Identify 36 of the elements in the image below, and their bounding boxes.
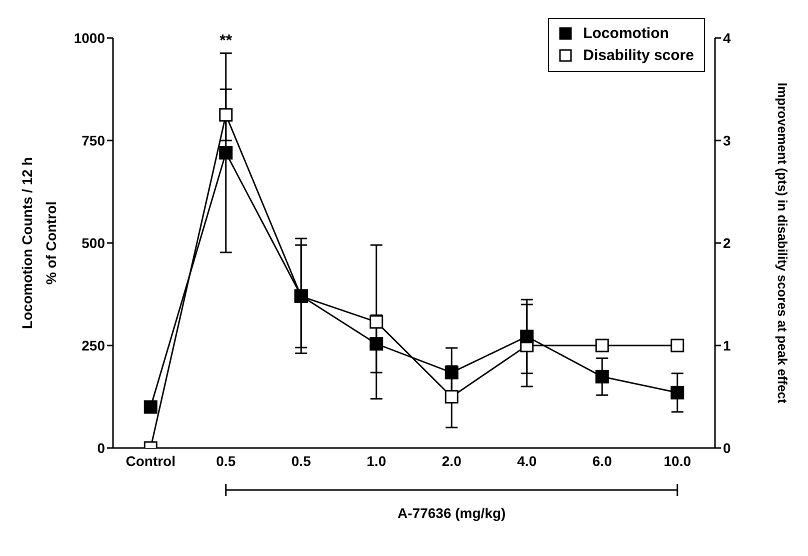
- x-axis-title: A-77636 (mg/kg): [398, 505, 506, 521]
- y-axis-title: Locomotion Counts / 12 h % of Control: [19, 157, 59, 329]
- point: [144, 400, 158, 414]
- point: [444, 366, 458, 380]
- point: [444, 390, 458, 404]
- y2-axis-title: Improvement (pts) in disability scores at peak effect: [775, 82, 790, 404]
- x-tick-label: 2.0: [442, 452, 462, 469]
- x-tick-label: 1.0: [366, 452, 386, 469]
- y-tick-label: 250: [82, 337, 106, 354]
- legend-label: Locomotion: [583, 24, 669, 44]
- point: [595, 338, 609, 352]
- point: [219, 146, 233, 160]
- point: [219, 108, 233, 122]
- annotation: **: [220, 32, 233, 50]
- point: [520, 330, 534, 344]
- x-tick-label: 0.5: [216, 452, 236, 469]
- y2-tick-label: 4: [723, 30, 731, 46]
- y-tick-label: 1000: [74, 30, 106, 46]
- x-tick-label: 6.0: [592, 452, 612, 469]
- point: [370, 315, 384, 329]
- point: [670, 386, 684, 400]
- y2-tick-label: 0: [723, 440, 731, 456]
- x-tick-label: 10.0: [664, 452, 692, 469]
- y-tick-label: 0: [97, 440, 106, 456]
- point: [370, 337, 384, 351]
- x-tick-label: 0.5: [291, 452, 312, 469]
- y2-tick-label: 1: [723, 337, 731, 354]
- x-tick-label: 4.0: [517, 452, 537, 469]
- point: [670, 338, 684, 352]
- y-tick-label: 500: [82, 234, 106, 251]
- legend-label: Disability score: [583, 46, 694, 66]
- y2-tick-label: 2: [723, 234, 731, 251]
- x-tick-label: Control: [126, 452, 176, 469]
- y2-tick-label: 3: [723, 132, 731, 148]
- point: [595, 370, 609, 384]
- y-tick-label: 750: [82, 132, 106, 148]
